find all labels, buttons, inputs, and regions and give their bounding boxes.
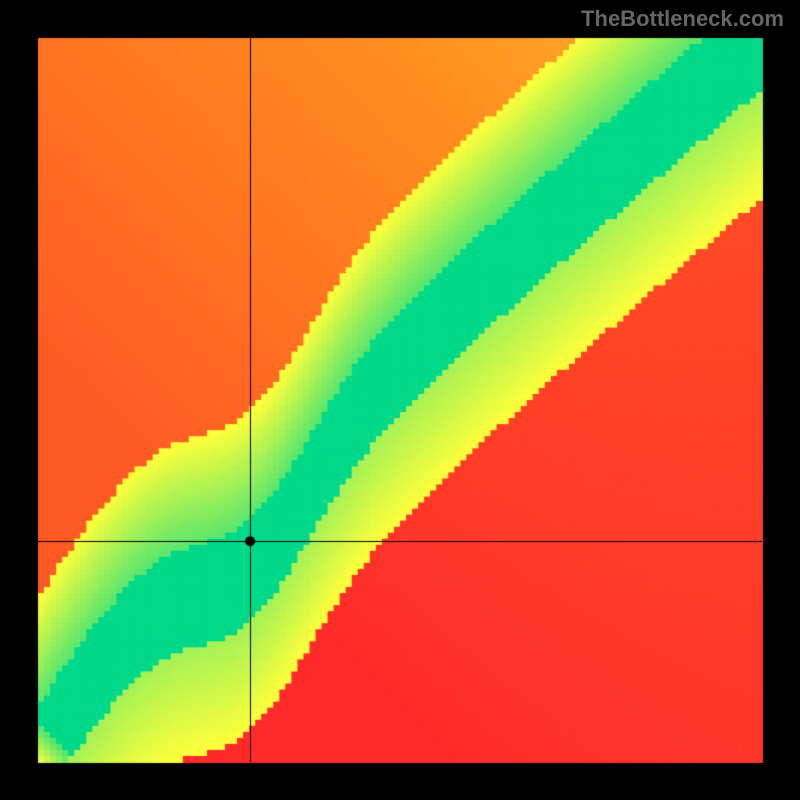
bottleneck-heatmap (0, 0, 800, 800)
chart-container: TheBottleneck.com (0, 0, 800, 800)
watermark-text: TheBottleneck.com (581, 6, 784, 32)
